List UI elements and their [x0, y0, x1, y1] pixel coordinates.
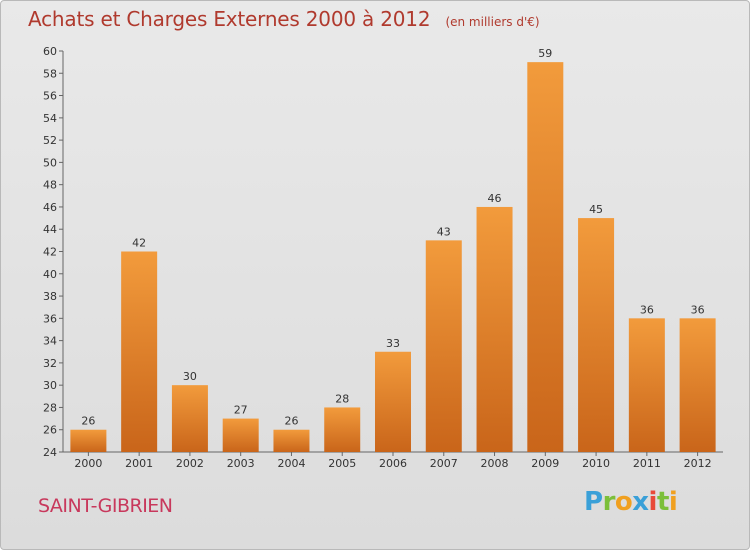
y-tick-label: 30	[43, 379, 57, 392]
value-label-2005: 28	[335, 392, 349, 405]
y-tick-label: 28	[43, 401, 57, 414]
value-label-2002: 30	[183, 370, 197, 383]
value-label-2012: 36	[691, 303, 705, 316]
x-tick-label: 2010	[582, 457, 610, 470]
y-tick-label: 44	[43, 223, 57, 236]
x-tick-label: 2000	[74, 457, 102, 470]
value-label-2008: 46	[488, 192, 502, 205]
brand-letter: i	[668, 487, 678, 517]
bar-2008	[476, 206, 513, 452]
value-label-2001: 42	[132, 237, 146, 250]
chart-title: Achats et Charges Externes 2000 à 2012 (…	[28, 7, 540, 31]
y-tick-label: 40	[43, 268, 57, 281]
y-tick-label: 54	[43, 112, 57, 125]
x-tick-label: 2003	[227, 457, 255, 470]
chart-title-unit: (en milliers d'€)	[445, 15, 540, 29]
x-tick-label: 2002	[176, 457, 204, 470]
x-tick-label: 2007	[430, 457, 458, 470]
value-label-2009: 59	[538, 47, 552, 60]
y-tick-label: 50	[43, 156, 57, 169]
brand-letter: i	[648, 487, 658, 517]
y-tick-label: 36	[43, 312, 57, 325]
value-label-2007: 43	[437, 225, 451, 238]
brand-letter: o	[614, 487, 633, 517]
y-tick-label: 52	[43, 134, 57, 147]
bar-2003	[222, 418, 259, 452]
value-label-2004: 26	[284, 415, 298, 428]
brand-logo: Proxiti	[584, 487, 678, 517]
brand-letter: r	[602, 487, 616, 517]
bar-2002	[171, 385, 208, 452]
value-label-2003: 27	[234, 404, 248, 417]
bar-2001	[121, 251, 158, 452]
bar-2005	[324, 407, 361, 452]
x-tick-label: 2004	[277, 457, 305, 470]
brand-letter: P	[584, 487, 603, 517]
axes: 24 26 28 30 32 34 36 38 40 42 44 46 48 50 52 54 56 58 60	[43, 45, 723, 459]
value-label-2010: 45	[589, 203, 603, 216]
bar-2004	[273, 429, 310, 452]
commune-name: SAINT-GIBRIEN	[38, 495, 173, 517]
brand-letter: t	[656, 487, 669, 517]
y-tick-label: 38	[43, 290, 57, 303]
bars	[70, 62, 716, 453]
chart-title-main: Achats et Charges Externes 2000 à 2012	[28, 7, 431, 31]
labels: 2000 26 2001 42 2002 30 2003 27 2004 26 2005 28 2006…	[74, 47, 711, 470]
x-tick-label: 2001	[125, 457, 153, 470]
x-tick-label: 2005	[328, 457, 356, 470]
bar-2009	[527, 62, 564, 453]
value-label-2011: 36	[640, 303, 654, 316]
bar-2012	[679, 318, 716, 452]
y-tick-label: 60	[43, 45, 57, 58]
y-tick-label: 32	[43, 357, 57, 370]
y-tick-label: 56	[43, 90, 57, 103]
bar-2007	[425, 240, 462, 452]
brand-letter: x	[632, 487, 649, 517]
bar-2000	[70, 429, 107, 452]
y-tick-label: 42	[43, 246, 57, 259]
bar-2006	[375, 351, 411, 452]
y-tick-label: 26	[43, 424, 57, 437]
x-tick-label: 2009	[531, 457, 559, 470]
value-label-2000: 26	[81, 415, 95, 428]
y-tick-label: 34	[43, 335, 57, 348]
y-tick-label: 24	[43, 446, 57, 459]
x-tick-label: 2012	[684, 457, 712, 470]
x-tick-label: 2011	[633, 457, 661, 470]
x-tick-label: 2008	[481, 457, 509, 470]
y-tick-label: 46	[43, 201, 57, 214]
bar-2011	[628, 318, 665, 452]
y-tick-label: 48	[43, 179, 57, 192]
x-tick-label: 2006	[379, 457, 407, 470]
y-tick-label: 58	[43, 67, 57, 80]
bar-2010	[578, 218, 615, 452]
value-label-2006: 33	[386, 337, 400, 350]
